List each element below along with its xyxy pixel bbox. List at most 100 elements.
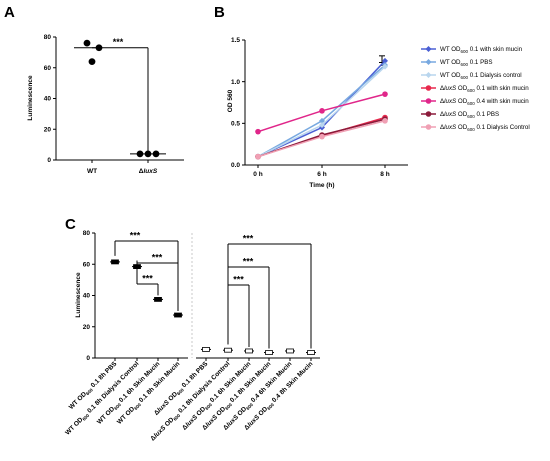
legend-text: OD	[456, 124, 468, 131]
panel-a-y-tick-label: 20	[44, 126, 52, 133]
panel-c-data-point	[224, 347, 232, 353]
panel-b-y-tick-label: 1.5	[231, 37, 240, 44]
legend-text: OD	[456, 98, 468, 105]
panel-b-data-point	[319, 117, 325, 124]
legend-delta: Δ	[440, 111, 444, 118]
panel-b-data-point	[382, 91, 388, 97]
panel-a-y-tick-label: 80	[44, 34, 52, 41]
panel-c-y-tick-label: 60	[83, 261, 91, 268]
legend-text: WT OD	[440, 72, 461, 79]
tick-delta: Δ	[153, 408, 161, 416]
legend-gene: luxS	[444, 111, 457, 118]
panel-b-legend-label: WT OD600 0.1 with skin mucin	[440, 46, 523, 54]
legend-text: 0.1 Dialysis Control	[475, 124, 530, 131]
panel-c-data-point	[265, 350, 273, 355]
panel-b-x-tick-label: 8 h	[380, 171, 389, 178]
panel-a-x-tick-text: WT	[87, 168, 97, 175]
tick-subscript: 600	[176, 387, 185, 396]
panel-a-data-point	[88, 58, 96, 65]
legend-text: WT OD	[440, 46, 461, 53]
legend-text: WT OD	[440, 59, 461, 66]
legend-text: 0.1 PBS	[475, 111, 499, 118]
tick-delta: Δ	[222, 423, 230, 431]
panel-b-chart: OD 560 Time (h) 0.0 0.5 1.0 1.5 0 h 6 h 8 h WT …	[227, 37, 530, 189]
panel-c-significance: ***	[142, 274, 153, 284]
legend-text: 0.1 PBS	[468, 59, 492, 66]
legend-gene: luxS	[444, 124, 457, 131]
panel-a-chart: Luminescence 0 20 40 60 80 WT ΔluxS ***	[27, 34, 184, 175]
panel-a-ylabel: Luminescence	[27, 75, 34, 121]
legend-subscript: 600	[467, 88, 475, 93]
panel-a-y-tick-label: 40	[44, 96, 52, 103]
tick-text: 0.4 8h Skin Mucin	[270, 360, 315, 405]
tick-subscript: 600	[266, 402, 275, 411]
panel-b-legend-label: WT OD600 0.1 Dialysis control	[440, 72, 522, 80]
panel-b-data-point	[382, 63, 388, 70]
tick-subscript: 600	[245, 402, 254, 411]
legend-delta: Δ	[440, 124, 444, 131]
tick-delta: Δ	[181, 423, 189, 431]
panel-c-significance: ***	[233, 275, 244, 285]
legend-text: 0.1 Dialysis control	[468, 72, 522, 79]
legend-text: 0.1 with skin mucin	[475, 85, 530, 92]
legend-gene: luxS	[444, 85, 457, 92]
panel-a-y-tick-label: 0	[47, 157, 51, 164]
panel-b-data-point	[319, 122, 325, 128]
panel-b-legend-marker	[425, 98, 432, 104]
legend-text: 0.4 with skin mucin	[475, 98, 530, 105]
panel-b-ylabel: OD 560	[227, 89, 234, 112]
panel-c-ylabel: Luminescence	[75, 272, 82, 318]
panel-c-y-tick-label: 20	[83, 324, 91, 331]
panel-b-y-tick-label: 0.0	[231, 162, 240, 169]
panel-b-legend-label: ΔluxS OD600 0.1 with skin mucin	[440, 85, 529, 93]
panel-a-letter: A	[4, 4, 15, 21]
panel-b-xlabel: Time (h)	[309, 182, 334, 189]
legend-gene: luxS	[444, 98, 457, 105]
panel-a-x-tick-delta: Δ	[139, 168, 144, 175]
tick-subscript: 600	[204, 402, 213, 411]
panel-b-data-point	[382, 57, 388, 64]
legend-delta: Δ	[440, 98, 444, 105]
tick-subscript: 600	[172, 413, 181, 422]
panel-b-legend-label: ΔluxS OD600 0.4 with skin mucin	[440, 98, 529, 106]
tick-delta: Δ	[201, 423, 209, 431]
panel-c-significance: ***	[130, 231, 141, 241]
panel-a-significance: ***	[113, 37, 124, 47]
panel-b-data-point	[319, 133, 325, 140]
panel-a-data-point	[144, 150, 152, 158]
panel-a-data-point	[152, 150, 160, 158]
panel-b-legend-marker	[425, 59, 432, 65]
panel-c-data-point	[154, 297, 162, 302]
panel-c-data-point	[307, 350, 315, 355]
panel-a-data-point	[136, 150, 144, 158]
panel-a-x-tick-label: ΔluxS	[139, 168, 158, 175]
panel-b-x-tick-label: 6 h	[317, 171, 326, 178]
panel-c-data-point	[174, 312, 182, 318]
panel-b-legend-marker	[425, 46, 432, 52]
panel-a-data-point	[83, 39, 91, 47]
tick-delta: Δ	[243, 423, 251, 431]
legend-subscript: 600	[461, 75, 469, 80]
panel-b-y-tick-label: 1.0	[231, 79, 240, 86]
panel-b-y-tick-label: 0.5	[231, 121, 240, 128]
tick-subscript: 600	[224, 402, 233, 411]
panel-c-data-point	[245, 348, 253, 354]
panel-b-data-point	[255, 128, 261, 135]
panel-b-legend-label: WT OD600 0.1 PBS	[440, 59, 492, 67]
panel-a-data-point	[95, 44, 103, 52]
panel-c-data-point	[202, 347, 210, 352]
panel-a-x-tick-italic: luxS	[143, 168, 157, 175]
tick-subscript: 600	[81, 413, 90, 422]
panel-b-legend-marker	[425, 85, 432, 91]
panel-c-x-tick-label: ΔluxS OD600 0.1 8h Dialysis Control	[149, 360, 232, 443]
panel-a-x-tick-label: WT	[87, 168, 97, 175]
panel-c-significance: ***	[243, 257, 254, 267]
panel-b-legend-marker	[425, 124, 432, 130]
legend-subscript: 600	[467, 127, 475, 132]
panel-b-data-point	[255, 153, 261, 160]
panel-c-y-tick-label: 0	[86, 355, 90, 362]
panel-b-legend-label: ΔluxS OD600 0.1 PBS	[440, 111, 499, 119]
panel-b-legend-marker	[425, 111, 432, 117]
tick-delta: Δ	[149, 434, 157, 442]
